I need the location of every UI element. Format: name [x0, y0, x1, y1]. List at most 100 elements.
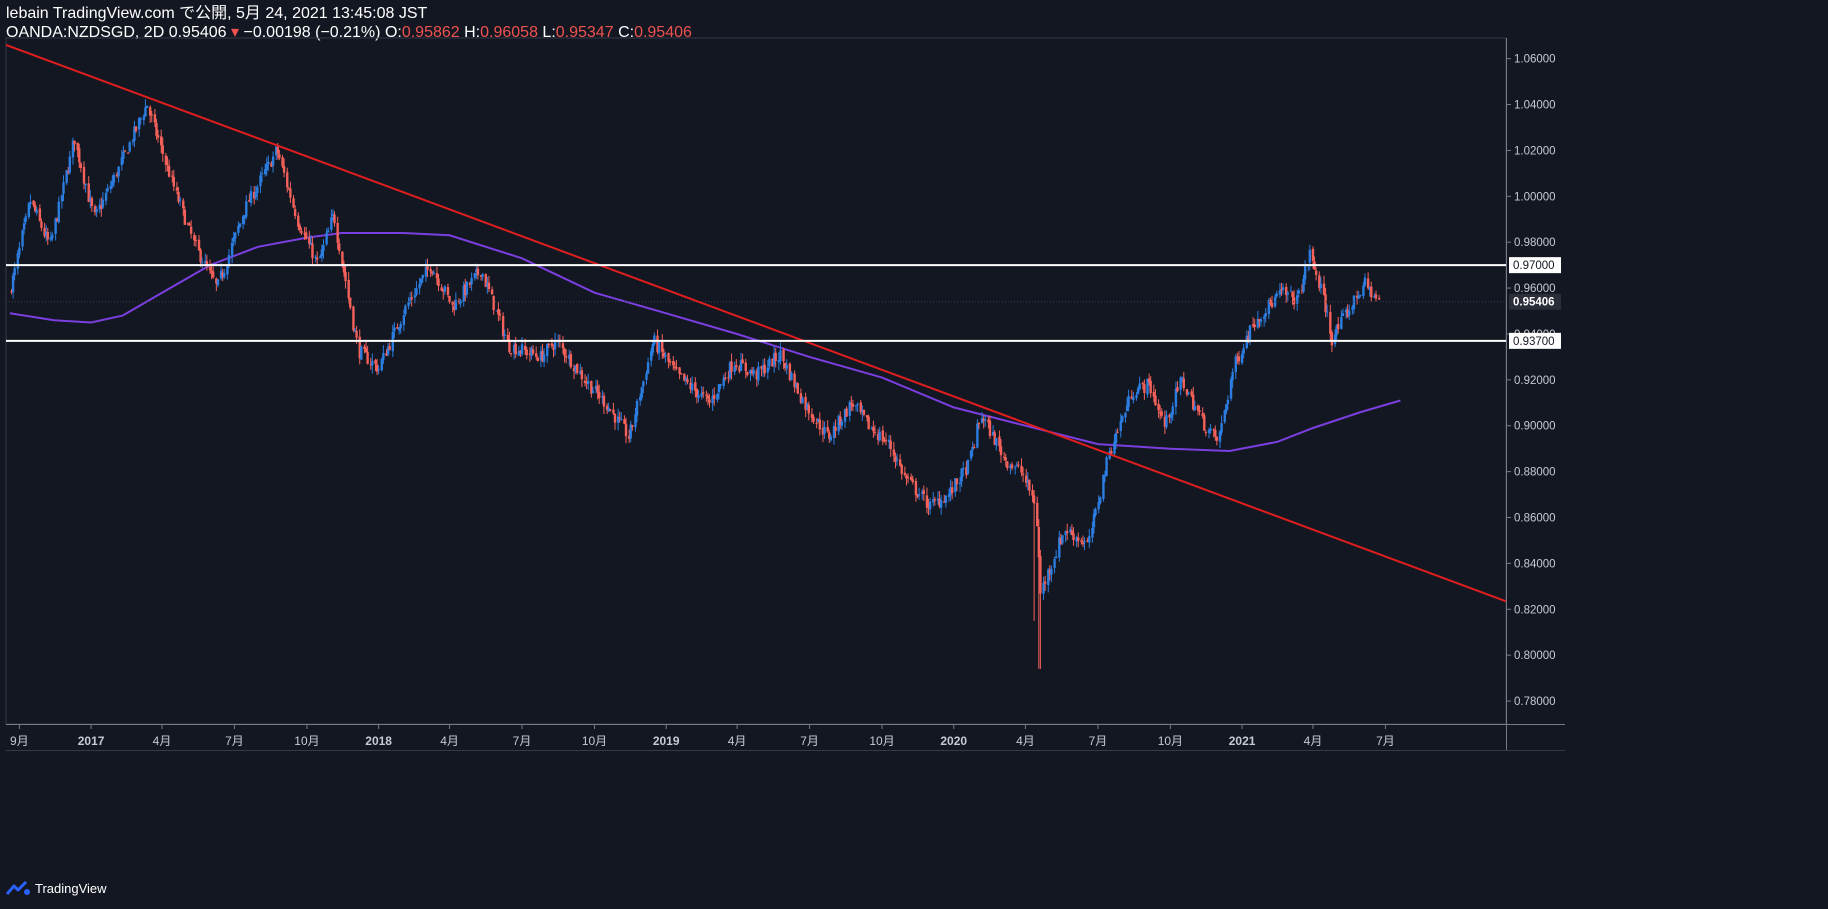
candle[interactable]	[415, 281, 418, 297]
candle[interactable]	[1351, 304, 1354, 315]
candle[interactable]	[905, 474, 908, 486]
candle[interactable]	[1168, 413, 1171, 424]
candle[interactable]	[1075, 535, 1078, 548]
candle[interactable]	[1091, 521, 1094, 543]
candle[interactable]	[750, 366, 754, 376]
candle[interactable]	[815, 418, 818, 429]
candle[interactable]	[724, 372, 727, 381]
candle[interactable]	[281, 154, 284, 169]
candle[interactable]	[586, 373, 590, 390]
candle[interactable]	[1125, 397, 1129, 412]
candle[interactable]	[292, 195, 295, 209]
candle[interactable]	[159, 129, 163, 154]
candle[interactable]	[304, 226, 308, 240]
candle[interactable]	[609, 408, 612, 412]
candle[interactable]	[906, 473, 910, 484]
candle[interactable]	[1006, 460, 1009, 471]
candle[interactable]	[275, 145, 278, 160]
candle[interactable]	[1185, 388, 1189, 397]
candle[interactable]	[569, 350, 573, 369]
candle[interactable]	[889, 435, 892, 457]
candle[interactable]	[1368, 286, 1371, 297]
candle[interactable]	[327, 227, 330, 233]
candle[interactable]	[211, 264, 215, 279]
candle[interactable]	[1039, 549, 1042, 669]
candle[interactable]	[473, 273, 476, 281]
candle[interactable]	[733, 361, 736, 376]
candle[interactable]	[35, 207, 38, 216]
candle[interactable]	[881, 425, 885, 446]
candle[interactable]	[1240, 350, 1244, 365]
candle[interactable]	[927, 498, 930, 516]
candle[interactable]	[509, 352, 513, 357]
candle[interactable]	[807, 401, 810, 421]
candle[interactable]	[243, 215, 246, 225]
candle[interactable]	[56, 217, 59, 222]
candle[interactable]	[1253, 318, 1256, 332]
candle[interactable]	[1182, 371, 1185, 392]
candle[interactable]	[234, 232, 237, 245]
candle[interactable]	[861, 405, 864, 421]
candle[interactable]	[248, 193, 251, 203]
candle[interactable]	[969, 449, 973, 462]
candle[interactable]	[878, 426, 881, 442]
candle[interactable]	[232, 231, 235, 247]
candle[interactable]	[377, 365, 380, 375]
candle[interactable]	[1336, 316, 1340, 334]
candle[interactable]	[757, 361, 760, 385]
candle[interactable]	[1223, 409, 1226, 424]
candle[interactable]	[1284, 283, 1288, 304]
candle[interactable]	[984, 415, 987, 427]
candle[interactable]	[200, 257, 204, 269]
candle[interactable]	[464, 278, 467, 302]
candle[interactable]	[936, 491, 940, 505]
candle[interactable]	[1262, 314, 1266, 327]
candle[interactable]	[995, 437, 998, 451]
candle[interactable]	[1064, 530, 1067, 543]
candle[interactable]	[683, 373, 686, 382]
candle[interactable]	[991, 424, 995, 436]
candle[interactable]	[749, 369, 752, 381]
candle[interactable]	[746, 371, 749, 377]
candle[interactable]	[311, 236, 314, 266]
candle[interactable]	[993, 430, 996, 445]
candle[interactable]	[944, 494, 948, 508]
candle[interactable]	[771, 358, 774, 367]
candle[interactable]	[497, 301, 500, 322]
trendline[interactable]	[5, 43, 1507, 603]
candle[interactable]	[999, 439, 1003, 463]
candle[interactable]	[911, 475, 914, 485]
candle[interactable]	[1080, 537, 1083, 545]
candle[interactable]	[278, 150, 281, 161]
candle[interactable]	[84, 183, 87, 193]
candle[interactable]	[67, 166, 70, 175]
candle[interactable]	[1220, 415, 1223, 436]
candle[interactable]	[531, 344, 535, 356]
candle[interactable]	[338, 238, 341, 255]
candle[interactable]	[215, 277, 218, 292]
candle[interactable]	[828, 429, 831, 444]
candle[interactable]	[894, 452, 897, 469]
candle[interactable]	[98, 198, 101, 214]
candle[interactable]	[695, 388, 699, 404]
candle[interactable]	[393, 322, 396, 339]
candle[interactable]	[352, 305, 355, 333]
candle[interactable]	[465, 280, 469, 298]
candle[interactable]	[1229, 376, 1233, 401]
candle[interactable]	[922, 485, 926, 502]
candle[interactable]	[1113, 434, 1116, 457]
candle[interactable]	[629, 420, 632, 443]
candle[interactable]	[287, 186, 291, 191]
candle[interactable]	[672, 356, 675, 371]
candle[interactable]	[1086, 537, 1089, 543]
candle[interactable]	[1324, 287, 1327, 318]
candle[interactable]	[519, 350, 522, 358]
candle[interactable]	[859, 400, 862, 415]
candle[interactable]	[1048, 564, 1052, 581]
candle[interactable]	[325, 228, 328, 247]
candle[interactable]	[793, 370, 796, 393]
candle[interactable]	[862, 409, 866, 417]
candle[interactable]	[1291, 291, 1294, 305]
candle[interactable]	[1308, 244, 1312, 271]
candle[interactable]	[443, 285, 447, 295]
